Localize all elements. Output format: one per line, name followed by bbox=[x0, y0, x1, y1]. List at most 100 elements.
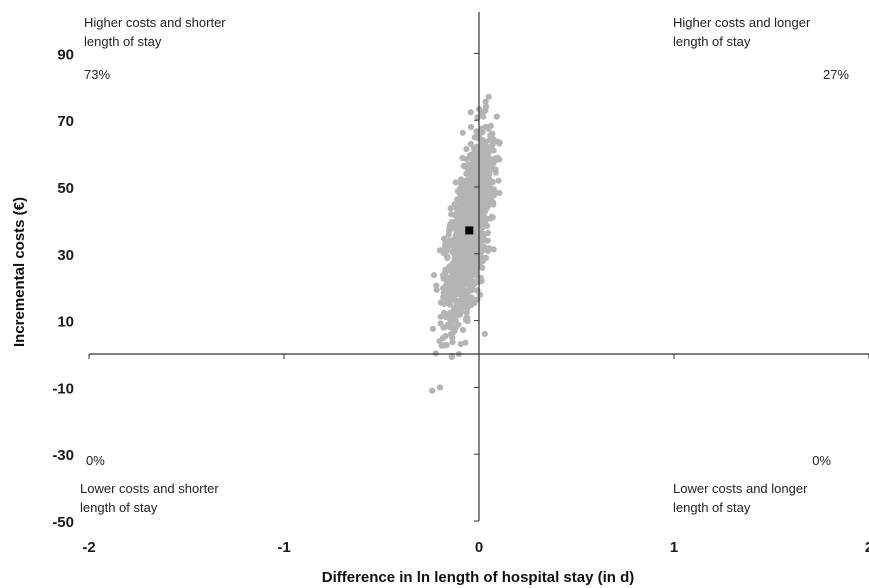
quadrant-bottom-left-line1: Lower costs and shorter bbox=[80, 481, 219, 496]
bootstrap-point bbox=[490, 147, 497, 154]
bootstrap-point bbox=[482, 187, 489, 194]
bootstrap-point bbox=[462, 339, 469, 346]
bootstrap-point bbox=[468, 278, 476, 286]
x-tick-label: -2 bbox=[82, 539, 95, 556]
bootstrap-point bbox=[467, 140, 474, 147]
bootstrap-point bbox=[445, 285, 452, 292]
bootstrap-point bbox=[438, 342, 445, 349]
x-tick-label: 0 bbox=[475, 539, 483, 556]
quadrant-top-right-line2: length of stay bbox=[673, 34, 751, 49]
bootstrap-point bbox=[474, 225, 481, 232]
bootstrap-point bbox=[458, 195, 465, 202]
bootstrap-point bbox=[483, 193, 490, 200]
bootstrap-point bbox=[485, 124, 492, 131]
bootstrap-point bbox=[456, 219, 463, 226]
bootstrap-point bbox=[467, 123, 475, 131]
point-estimate-layer bbox=[465, 226, 474, 235]
bootstrap-point bbox=[464, 162, 471, 169]
bootstrap-point bbox=[470, 263, 477, 270]
bootstrap-point bbox=[452, 212, 459, 219]
bootstrap-point bbox=[484, 202, 491, 209]
bootstrap-point bbox=[492, 169, 499, 176]
bootstrap-point bbox=[457, 233, 464, 240]
bootstrap-point bbox=[484, 237, 491, 244]
quadrant-top-left-line1: Higher costs and shorter bbox=[84, 15, 226, 30]
bootstrap-point bbox=[457, 305, 465, 313]
y-tick-label: 70 bbox=[57, 113, 74, 130]
bootstrap-point bbox=[452, 179, 459, 186]
y-tick-label: 10 bbox=[57, 314, 74, 331]
quadrant-bottom-right: 0% Lower costs and longer length of stay bbox=[673, 453, 831, 515]
bootstrap-point bbox=[457, 189, 464, 196]
bootstrap-point bbox=[437, 320, 444, 327]
bootstrap-point bbox=[489, 159, 496, 166]
bootstrap-point bbox=[467, 242, 474, 250]
bootstrap-point bbox=[457, 263, 464, 270]
y-tick-label: -50 bbox=[52, 514, 74, 531]
bootstrap-point bbox=[467, 189, 475, 196]
bootstrap-point bbox=[496, 189, 503, 197]
bootstrap-point bbox=[466, 251, 473, 258]
bootstrap-point bbox=[449, 339, 456, 346]
bootstrap-point bbox=[483, 222, 491, 229]
bootstrap-point bbox=[484, 156, 492, 164]
bootstrap-point bbox=[448, 292, 455, 299]
bootstrap-outlier bbox=[481, 330, 488, 338]
bootstrap-point bbox=[478, 220, 485, 228]
bootstrap-point bbox=[442, 333, 449, 340]
quadrant-top-left-pct: 73% bbox=[84, 67, 110, 82]
bootstrap-point bbox=[467, 109, 474, 116]
bootstrap-point bbox=[473, 128, 480, 135]
bootstrap-point bbox=[458, 274, 465, 281]
bootstrap-point bbox=[448, 353, 455, 360]
bootstrap-point bbox=[429, 325, 436, 332]
bootstrap-point bbox=[495, 177, 502, 184]
bootstrap-point bbox=[459, 129, 466, 136]
bootstrap-point bbox=[443, 298, 450, 305]
quadrant-top-left-line2: length of stay bbox=[84, 34, 162, 49]
bootstrap-point bbox=[489, 135, 496, 142]
bootstrap-point bbox=[463, 309, 470, 316]
bootstrap-point bbox=[458, 282, 465, 289]
bootstrap-point bbox=[452, 204, 459, 211]
quadrant-top-right-line1: Higher costs and longer bbox=[673, 15, 811, 30]
bootstrap-point bbox=[452, 236, 459, 243]
bootstrap-point bbox=[464, 281, 471, 288]
bootstrap-point bbox=[483, 145, 490, 152]
x-tick-label: 2 bbox=[865, 539, 869, 556]
bootstrap-point bbox=[496, 140, 503, 147]
bootstrap-point bbox=[463, 146, 470, 153]
quadrant-bottom-left: 0% Lower costs and shorter length of sta… bbox=[80, 453, 219, 515]
bootstrap-point bbox=[481, 175, 488, 182]
bootstrap-point bbox=[444, 254, 451, 261]
bootstrap-outlier bbox=[429, 387, 436, 394]
bootstrap-point bbox=[464, 275, 471, 282]
bootstrap-outlier bbox=[436, 384, 444, 391]
bootstrap-point bbox=[451, 276, 458, 283]
bootstrap-point bbox=[474, 274, 481, 281]
bootstrap-point bbox=[441, 235, 448, 242]
bootstrap-point bbox=[430, 272, 438, 279]
bootstrap-point bbox=[471, 194, 478, 201]
point-estimate-marker bbox=[465, 226, 474, 235]
bootstrap-point bbox=[453, 271, 460, 278]
y-tick-label: 30 bbox=[57, 247, 74, 264]
bootstrap-point bbox=[447, 331, 454, 338]
bootstrap-point bbox=[475, 152, 482, 159]
bootstrap-point bbox=[463, 234, 470, 241]
bootstrap-point bbox=[482, 103, 490, 110]
bootstrap-point bbox=[443, 341, 450, 349]
bootstrap-point bbox=[470, 184, 477, 191]
y-tick-label: 50 bbox=[57, 180, 74, 197]
bootstrap-point bbox=[459, 154, 466, 162]
bootstrap-point bbox=[474, 231, 481, 238]
bootstrap-point bbox=[479, 164, 487, 171]
bootstrap-point bbox=[457, 256, 464, 263]
bootstrap-point bbox=[457, 297, 464, 304]
bootstrap-point bbox=[479, 136, 486, 143]
quadrant-bottom-right-line2: length of stay bbox=[673, 500, 751, 515]
bootstrap-point bbox=[480, 210, 487, 218]
bootstrap-point bbox=[454, 247, 461, 254]
bootstrap-point bbox=[453, 285, 460, 292]
bootstrap-point bbox=[453, 226, 461, 233]
